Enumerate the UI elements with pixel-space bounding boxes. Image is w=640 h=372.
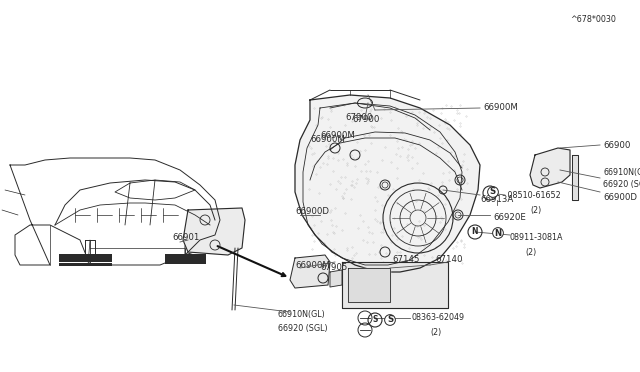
Text: 08911-3081A: 08911-3081A <box>510 234 563 243</box>
Polygon shape <box>330 270 342 287</box>
Text: 66913A: 66913A <box>480 196 513 205</box>
Text: 08510-61652: 08510-61652 <box>505 192 561 201</box>
Text: 66920 (SGL): 66920 (SGL) <box>278 324 328 333</box>
Polygon shape <box>572 155 578 200</box>
Text: (2): (2) <box>530 205 541 215</box>
Text: 67900: 67900 <box>352 115 380 125</box>
Text: S: S <box>372 315 378 324</box>
Text: 66901: 66901 <box>172 234 200 243</box>
Text: 66900M: 66900M <box>320 131 355 140</box>
Text: 66920E: 66920E <box>493 212 526 221</box>
Polygon shape <box>295 95 480 272</box>
Text: 08363-62049: 08363-62049 <box>412 314 465 323</box>
Text: S: S <box>487 189 493 198</box>
Polygon shape <box>530 148 570 188</box>
Text: 67900: 67900 <box>345 113 372 122</box>
Text: 66900M: 66900M <box>483 103 518 112</box>
Text: S: S <box>387 315 393 324</box>
Text: ^678*0030: ^678*0030 <box>570 16 616 25</box>
Polygon shape <box>342 262 448 308</box>
Text: 66900M: 66900M <box>295 260 330 269</box>
Text: N: N <box>472 228 478 237</box>
Text: N: N <box>495 228 502 237</box>
Text: 66900D: 66900D <box>603 192 637 202</box>
Text: (2): (2) <box>525 247 536 257</box>
Text: 66900M: 66900M <box>310 135 345 144</box>
Polygon shape <box>290 255 330 288</box>
Text: 67905: 67905 <box>320 263 348 273</box>
Text: (2): (2) <box>430 327 441 337</box>
Text: 66900D: 66900D <box>295 208 329 217</box>
Text: 66920 (SGL): 66920 (SGL) <box>603 180 640 189</box>
Text: 67145: 67145 <box>392 256 419 264</box>
Text: 66900: 66900 <box>603 141 630 150</box>
Polygon shape <box>348 268 390 302</box>
Text: 66910N(GL): 66910N(GL) <box>603 167 640 176</box>
Text: 67140: 67140 <box>435 256 463 264</box>
Text: S: S <box>490 187 496 196</box>
Polygon shape <box>183 208 245 255</box>
Text: 66910N(GL): 66910N(GL) <box>278 311 326 320</box>
